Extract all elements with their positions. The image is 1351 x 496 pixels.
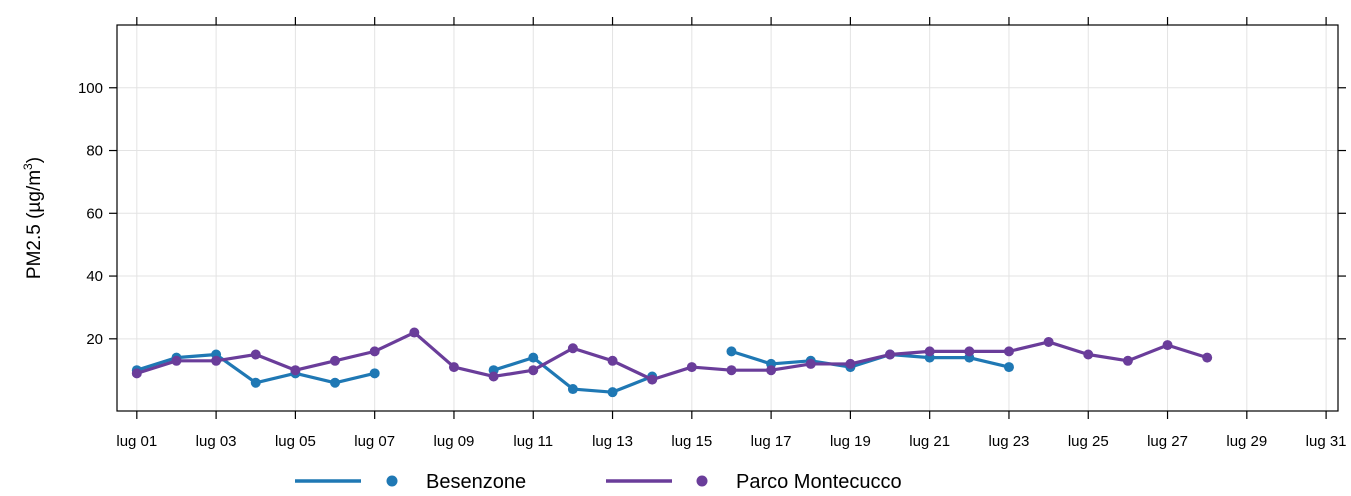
data-point-parco-montecucco bbox=[488, 371, 499, 382]
legend-marker-parco-montecucco bbox=[696, 475, 708, 487]
x-tick-label: lug 27 bbox=[1147, 433, 1188, 450]
data-point-besenzone bbox=[250, 377, 261, 388]
y-axis-label: PM2.5 (µg/m3) bbox=[21, 157, 45, 279]
data-point-parco-montecucco bbox=[448, 362, 459, 373]
x-tick-label: lug 31 bbox=[1306, 433, 1347, 450]
data-point-parco-montecucco bbox=[647, 374, 658, 385]
legend-marker-besenzone bbox=[386, 475, 398, 487]
data-point-parco-montecucco bbox=[211, 355, 222, 366]
data-point-parco-montecucco bbox=[924, 346, 935, 357]
data-point-parco-montecucco bbox=[1043, 336, 1054, 347]
data-point-besenzone bbox=[1003, 362, 1014, 373]
series-parco-montecucco bbox=[131, 327, 1213, 385]
data-point-parco-montecucco bbox=[1162, 340, 1173, 351]
data-point-parco-montecucco bbox=[369, 346, 380, 357]
data-point-besenzone bbox=[726, 346, 737, 357]
data-point-besenzone bbox=[528, 352, 539, 363]
x-tick-label: lug 13 bbox=[592, 433, 633, 450]
y-axis-label-close: ) bbox=[24, 157, 45, 163]
y-tick-label: 40 bbox=[86, 268, 103, 285]
data-point-parco-montecucco bbox=[726, 365, 737, 376]
data-point-parco-montecucco bbox=[1003, 346, 1014, 357]
x-tick-label: lug 29 bbox=[1226, 433, 1267, 450]
data-point-besenzone bbox=[567, 384, 578, 395]
x-tick-label: lug 11 bbox=[513, 433, 553, 450]
legend-item-besenzone: Besenzone bbox=[295, 471, 526, 493]
data-point-parco-montecucco bbox=[290, 365, 301, 376]
data-point-parco-montecucco bbox=[409, 327, 420, 338]
x-tick-label: lug 09 bbox=[434, 433, 475, 450]
data-point-parco-montecucco bbox=[766, 365, 777, 376]
data-point-parco-montecucco bbox=[845, 358, 856, 369]
x-tick-label: lug 21 bbox=[909, 433, 950, 450]
x-tick-label: lug 25 bbox=[1068, 433, 1109, 450]
y-axis-label-main: PM2.5 ( bbox=[24, 212, 45, 279]
legend-label-besenzone: Besenzone bbox=[426, 471, 526, 491]
data-point-besenzone bbox=[607, 387, 618, 398]
y-tick-label: 80 bbox=[86, 143, 103, 160]
data-point-parco-montecucco bbox=[686, 362, 697, 373]
y-axis-label-unit: µg/m bbox=[24, 170, 45, 213]
x-tick-label: lug 15 bbox=[671, 433, 712, 450]
series-besenzone bbox=[131, 346, 1014, 398]
data-point-parco-montecucco bbox=[528, 365, 539, 376]
data-point-parco-montecucco bbox=[567, 343, 578, 354]
data-point-parco-montecucco bbox=[1202, 352, 1213, 363]
data-point-parco-montecucco bbox=[964, 346, 975, 357]
x-tick-label: lug 03 bbox=[196, 433, 237, 450]
x-tick-label: lug 17 bbox=[751, 433, 792, 450]
axes: lug 01 lug 03 lug 05 lug 07 lug 09 lug 11 lug … bbox=[78, 17, 1347, 450]
data-point-parco-montecucco bbox=[171, 355, 182, 366]
series-line-parco-montecucco bbox=[135, 330, 1209, 382]
legend-item-parco-montecucco: Parco Montecucco bbox=[606, 471, 902, 493]
x-tick-label: lug 05 bbox=[275, 433, 316, 450]
y-tick-label: 100 bbox=[78, 80, 103, 97]
plot-frame bbox=[116, 24, 1339, 412]
data-point-besenzone bbox=[369, 368, 380, 379]
data-point-parco-montecucco bbox=[1122, 355, 1133, 366]
x-tick-label: lug 19 bbox=[830, 433, 871, 450]
series-layer bbox=[131, 327, 1213, 398]
data-point-parco-montecucco bbox=[250, 349, 261, 360]
data-point-parco-montecucco bbox=[131, 368, 142, 379]
x-tick-label: lug 07 bbox=[354, 433, 395, 450]
x-tick-label: lug 23 bbox=[989, 433, 1030, 450]
legend: Besenzone Parco Montecucco bbox=[295, 471, 902, 493]
data-point-parco-montecucco bbox=[885, 349, 896, 360]
x-tick-label: lug 01 bbox=[116, 433, 157, 450]
data-point-parco-montecucco bbox=[607, 355, 618, 366]
data-point-parco-montecucco bbox=[1083, 349, 1094, 360]
legend-label-parco-montecucco: Parco Montecucco bbox=[736, 471, 902, 491]
data-point-parco-montecucco bbox=[805, 358, 816, 369]
data-point-besenzone bbox=[330, 377, 341, 388]
y-tick-label: 20 bbox=[86, 331, 103, 348]
y-tick-label: 60 bbox=[86, 205, 103, 222]
y-axis-label-superscript: 3 bbox=[21, 163, 35, 170]
data-point-parco-montecucco bbox=[330, 355, 341, 366]
